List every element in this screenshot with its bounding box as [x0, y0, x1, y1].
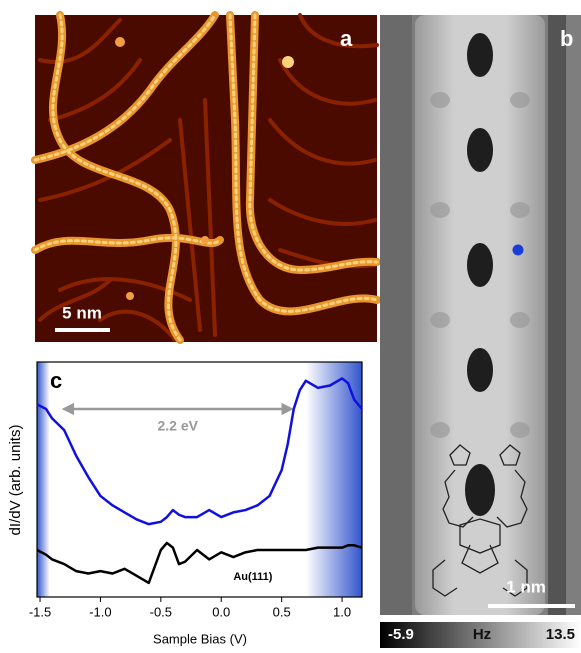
y-axis-label: dI/dV (arb. units): [7, 425, 24, 536]
x-tick-label: 0.0: [212, 604, 230, 619]
x-tick-label: -1.0: [89, 604, 111, 619]
chart-c: c Sample Bias (V) dI/dV (arb. units) -1.…: [7, 362, 362, 646]
scale-bar-label: 1 nm: [506, 577, 546, 596]
x-tick-label: 1.0: [333, 604, 351, 619]
figure: a 5 nm b 1 nm -5.9 Hz: [0, 0, 581, 648]
series-label: Au(111): [233, 571, 272, 583]
colorbar-max: 13.5: [546, 626, 575, 643]
panel-label: a: [340, 26, 353, 51]
x-tick-label: 0.5: [273, 604, 291, 619]
panel-label: b: [560, 26, 573, 51]
panel-label: c: [50, 368, 62, 393]
afm-image-b: b 1 nm -5.9 Hz 13.5: [380, 15, 581, 648]
x-tick-label: -0.5: [150, 604, 172, 619]
colorbar-min: -5.9: [388, 626, 414, 643]
shaded-region: [37, 362, 50, 597]
colorbar-unit: Hz: [473, 626, 491, 643]
annotation-label: 2.2 eV: [158, 418, 199, 434]
x-axis-label: Sample Bias (V): [153, 631, 247, 646]
stm-image-a: a 5 nm: [35, 15, 377, 342]
scale-bar-label: 5 nm: [62, 303, 102, 322]
x-tick-label: -1.5: [29, 604, 51, 619]
